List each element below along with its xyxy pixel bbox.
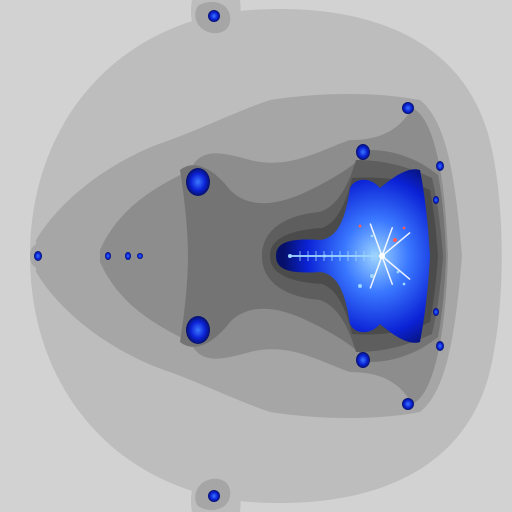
fractal-bulb-right-upper — [436, 161, 444, 171]
filament-sparkle — [393, 238, 397, 242]
filament-arm — [369, 255, 383, 289]
filament-arm — [369, 223, 383, 257]
fractal-bulb-lower-right — [402, 398, 414, 410]
filament-arm — [381, 232, 411, 257]
fractal-bulb-top — [208, 10, 220, 22]
fractal-filaments — [288, 223, 411, 289]
filament-sparkle — [358, 224, 362, 228]
filament-core — [379, 253, 385, 259]
filament-arm — [381, 255, 411, 280]
fractal-bulb-lower-mid — [356, 352, 370, 368]
fractal-bulb-upper-mid — [356, 144, 370, 160]
fractal-bulb-upper-right — [402, 102, 414, 114]
filament-sparkle — [402, 226, 406, 230]
filament-sparkle — [288, 254, 292, 258]
fractal-bulb-right-lower — [436, 341, 444, 351]
filament-sparkle — [396, 270, 400, 274]
filament-arm — [381, 227, 394, 257]
fractal-bulb-far-left — [34, 251, 42, 261]
fractal-bulb-left-b — [125, 252, 131, 260]
filament-arm — [381, 255, 394, 285]
fractal-bulb-left-a — [105, 252, 111, 260]
fractal-bulb-right-2u — [433, 196, 439, 204]
fractal-bulb-lower-left — [186, 316, 210, 344]
filament-sparkle — [370, 274, 374, 278]
filament-sparkle — [358, 284, 362, 288]
filament-sparkle — [370, 234, 374, 238]
escape-band-3-left-bulb — [106, 241, 138, 271]
fractal-bulb-right-2l — [433, 308, 439, 316]
fractal-bulb-left-c — [137, 253, 143, 259]
fractal-bulb-bottom — [208, 490, 220, 502]
filament-sparkle — [323, 254, 327, 258]
fractal-bulb-upper-left — [186, 168, 210, 196]
filament-sparkle — [402, 282, 406, 286]
